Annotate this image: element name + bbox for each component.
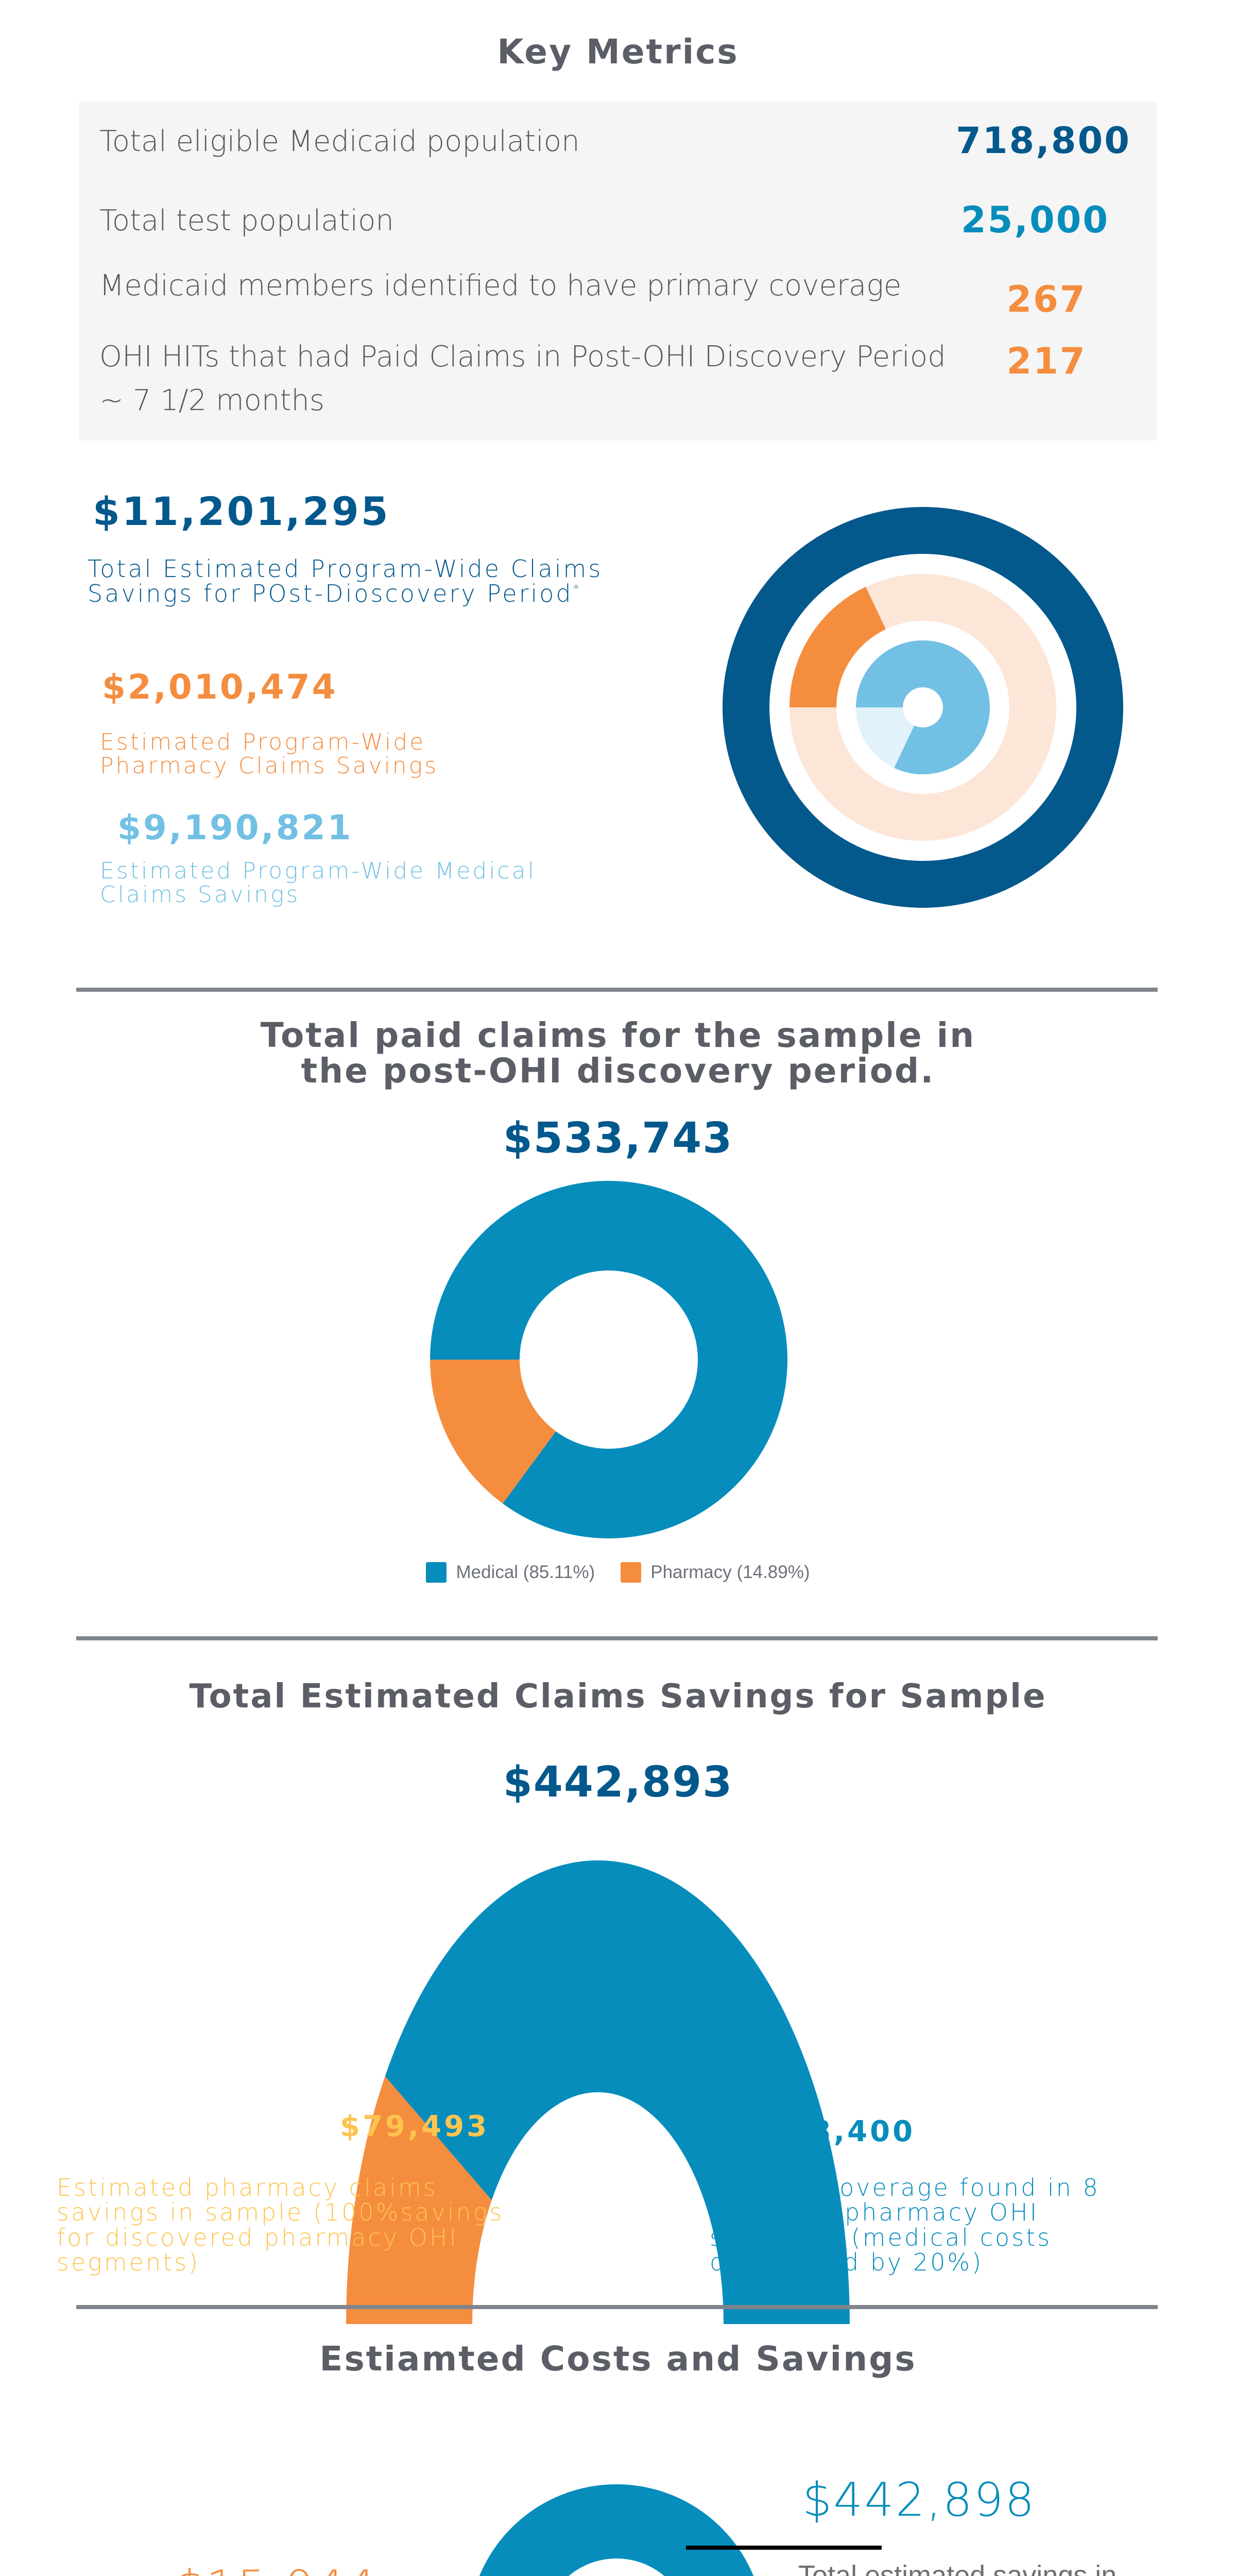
medical-program-savings-value: $9,190,821: [117, 808, 353, 848]
caption-line: for discovered pharmacy OHI: [57, 2223, 458, 2251]
savings-leader-line: [686, 2546, 882, 2550]
key-metrics-panel: [79, 101, 1157, 440]
slice-pharmacy: [430, 1360, 556, 1504]
metric-value: 25,000: [960, 199, 1110, 241]
ring-pharmacy: [789, 586, 886, 707]
medical-program-savings-caption: Estimated Program-Wide Medical Claims Sa…: [100, 859, 536, 907]
metric-value: 267: [1006, 278, 1087, 320]
pharmacy-sample-savings-value: $79,493: [340, 2110, 490, 2143]
total-program-savings-value: $11,201,295: [93, 488, 390, 534]
key-metrics-title: Key Metrics: [497, 32, 739, 72]
legend-swatch-pharmacy: [621, 1562, 642, 1583]
section-divider: [76, 988, 1158, 992]
metric-label: Medicaid members identified to have prim…: [99, 269, 902, 302]
title-line: the post-OHI discovery period.: [301, 1051, 935, 1091]
total-savings-value: $442,898: [802, 2473, 1036, 2527]
caption-line: Total Estimated Program-Wide Claims: [88, 555, 603, 583]
caption-line: Estimated Program-Wide Medical: [100, 858, 536, 884]
ring-medical-track: [856, 640, 990, 774]
legend-item-medical[interactable]: Medical (85.11%): [426, 1562, 595, 1583]
metric-value: 217: [1006, 340, 1087, 382]
caption-line: discounted by 20%): [710, 2248, 984, 2276]
metric-label: Total eligible Medicaid population: [99, 125, 580, 158]
total-savings-caption: Total estimated savings in cost avoidanc…: [798, 2555, 1117, 2576]
caption-line: out of 10 pharmacy OHI: [710, 2198, 1039, 2227]
medical-sample-savings-value: $363,400: [743, 2115, 916, 2148]
legend-item-pharmacy[interactable]: Pharmacy (14.89%): [621, 1562, 810, 1583]
legend-label: Pharmacy (14.89%): [650, 1562, 810, 1582]
paid-claims-title: Total paid claims for the sample in the …: [0, 1018, 1236, 1089]
footnote-mark: *: [573, 582, 581, 597]
caption-line: segments): [57, 2248, 200, 2276]
caption-line: savings in sample (100%savings: [57, 2198, 504, 2227]
pharmacy-sample-savings-caption: Estimated pharmacy claims savings in sam…: [57, 2175, 504, 2275]
sample-savings-total: $442,893: [503, 1758, 733, 1807]
legend-label: Medical (85.11%): [456, 1562, 595, 1582]
cost-value: $15,044: [175, 2561, 377, 2576]
ring-total: [723, 507, 1123, 908]
metric-label: Total test population: [99, 204, 394, 238]
ring-medical: [856, 640, 990, 775]
sample-savings-title: Total Estimated Claims Savings for Sampl…: [189, 1677, 1047, 1716]
medical-sample-savings-caption: Medical coverage found in 8 out of 10 ph…: [710, 2175, 1100, 2275]
caption-line: Claims Savings: [100, 882, 300, 908]
caption-line: Total estimated savings in: [798, 2560, 1117, 2576]
caption-line: segments (medical costs: [710, 2223, 1052, 2251]
title-line: Total paid claims for the sample in: [260, 1015, 976, 1055]
caption-line: Savings for POst-Dioscovery Period: [88, 580, 573, 608]
paid-claims-total: $533,743: [503, 1114, 733, 1163]
pharmacy-program-savings-value: $2,010,474: [102, 667, 338, 707]
caption-line: Estimated pharmacy claims: [57, 2174, 438, 2201]
paid-claims-legend: Medical (85.11%) Pharmacy (14.89%): [0, 1562, 1236, 1583]
pharmacy-program-savings-caption: Estimated Program-Wide Pharmacy Claims S…: [100, 729, 439, 779]
slice-medical: [430, 1180, 788, 1539]
metric-label-line2: ~ 7 1/2 months: [99, 384, 325, 417]
ring-pharmacy-track: [789, 574, 1056, 841]
metric-label: OHI HITs that had Paid Claims in Post-OH…: [99, 340, 946, 374]
legend-swatch-medical: [426, 1562, 447, 1583]
caption-line: Pharmacy Claims Savings: [100, 753, 439, 779]
caption-line: Medical coverage found in 8: [710, 2174, 1100, 2201]
metric-value: 718,800: [956, 120, 1131, 162]
slice-savings: [479, 2484, 754, 2576]
section-divider: [76, 1636, 1158, 1640]
total-program-savings-caption: Total Estimated Program-Wide Claims Savi…: [88, 556, 603, 606]
costs-savings-title: Estiamted Costs and Savings: [319, 2339, 917, 2379]
section-divider: [76, 2305, 1158, 2309]
caption-line: Estimated Program-Wide: [100, 729, 426, 755]
